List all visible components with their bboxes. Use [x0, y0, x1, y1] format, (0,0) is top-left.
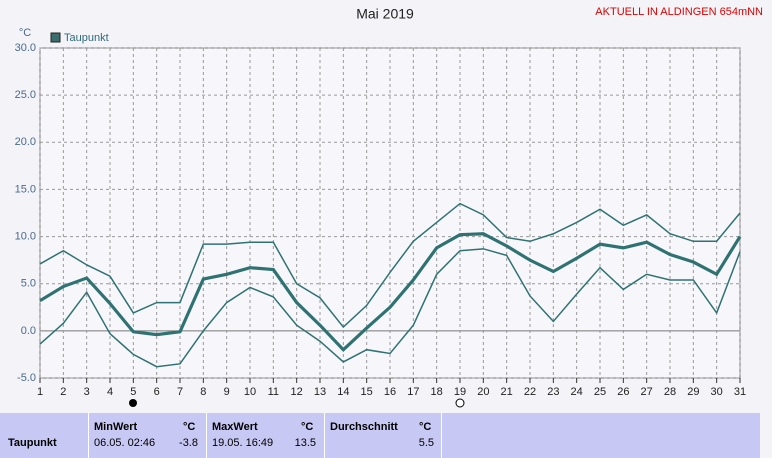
x-tick-label: 12: [291, 386, 303, 398]
column-unit: °C: [419, 421, 432, 433]
value: 13.5: [294, 437, 316, 449]
x-tick-label: 23: [547, 386, 559, 398]
y-tick-label: 15.0: [15, 183, 36, 195]
x-tick-label: 11: [268, 386, 279, 398]
x-tick-label: 1: [37, 386, 43, 398]
value: 5.5: [418, 437, 434, 449]
x-tick-label: 25: [594, 386, 606, 398]
mean-line: [39, 232, 742, 352]
x-tick-label: 22: [524, 386, 536, 398]
x-tick-label: 30: [711, 386, 723, 398]
x-tick-label: 6: [154, 386, 160, 398]
y-tick-label: -5.0: [17, 372, 36, 384]
x-tick-label: 20: [477, 386, 489, 398]
legend-label: Taupunkt: [64, 32, 109, 44]
x-tick-label: 8: [200, 386, 206, 398]
new-moon-icon: [129, 399, 137, 407]
x-tick-label: 31: [734, 386, 746, 398]
x-tick-label: 2: [60, 386, 66, 398]
value: -3.8: [179, 437, 198, 449]
x-tick-label: 13: [314, 386, 326, 398]
column-cell: [441, 413, 761, 458]
column-cell: [206, 413, 324, 458]
column-header: MinWert: [94, 421, 138, 433]
x-tick-label: 21: [501, 386, 513, 398]
x-tick-label: 19: [454, 386, 466, 398]
y-tick-label: 20.0: [15, 136, 36, 148]
x-tick-label: 5: [130, 386, 136, 398]
x-tick-label: 3: [84, 386, 90, 398]
subtitle: AKTUELL IN ALDINGEN 654mNN: [595, 6, 763, 18]
y-unit: °C: [19, 27, 31, 39]
y-tick-label: 5.0: [21, 278, 36, 290]
x-tick-label: 9: [224, 386, 230, 398]
chart: Mai 2019 AKTUELL IN ALDINGEN 654mNN °C T…: [15, 6, 763, 408]
x-tick-label: 24: [571, 386, 583, 398]
x-tick-label: 26: [617, 386, 629, 398]
x-tick-label: 28: [664, 386, 676, 398]
time: 06.05. 02:46: [94, 437, 156, 449]
stats-table: Taupunkt MinWert °C 06.05. 02:46 -3.8 MaxWer…: [0, 413, 760, 458]
range-line: [39, 202, 741, 329]
y-tick-label: 10.0: [15, 230, 36, 242]
y-tick-label: 30.0: [15, 42, 36, 54]
time: 19.05. 16:49: [212, 437, 274, 449]
row-label: Taupunkt: [8, 437, 57, 449]
y-tick-label: 25.0: [15, 89, 36, 101]
x-tick-label: 7: [177, 386, 183, 398]
column-header: Durchschnitt: [330, 421, 398, 433]
x-tick-label: 16: [384, 386, 396, 398]
x-tick-label: 10: [244, 386, 256, 398]
x-tick-label: 15: [361, 386, 373, 398]
x-tick-label: 29: [687, 386, 699, 398]
column-unit: °C: [301, 421, 314, 433]
full-moon-icon: [455, 398, 465, 408]
column-header: MaxWert: [212, 421, 258, 433]
range-line: [39, 248, 741, 368]
x-tick-label: 27: [641, 386, 653, 398]
chart-title: Mai 2019: [356, 6, 414, 22]
x-tick-label: 18: [431, 386, 443, 398]
column-cell: [324, 413, 442, 458]
x-tick-label: 14: [337, 386, 349, 398]
x-tick-label: 4: [107, 386, 113, 398]
column-unit: °C: [183, 421, 196, 433]
x-tick-label: 17: [407, 386, 419, 398]
column-cell: [88, 413, 206, 458]
legend-swatch: [50, 32, 61, 43]
y-tick-label: 0.0: [21, 325, 36, 337]
